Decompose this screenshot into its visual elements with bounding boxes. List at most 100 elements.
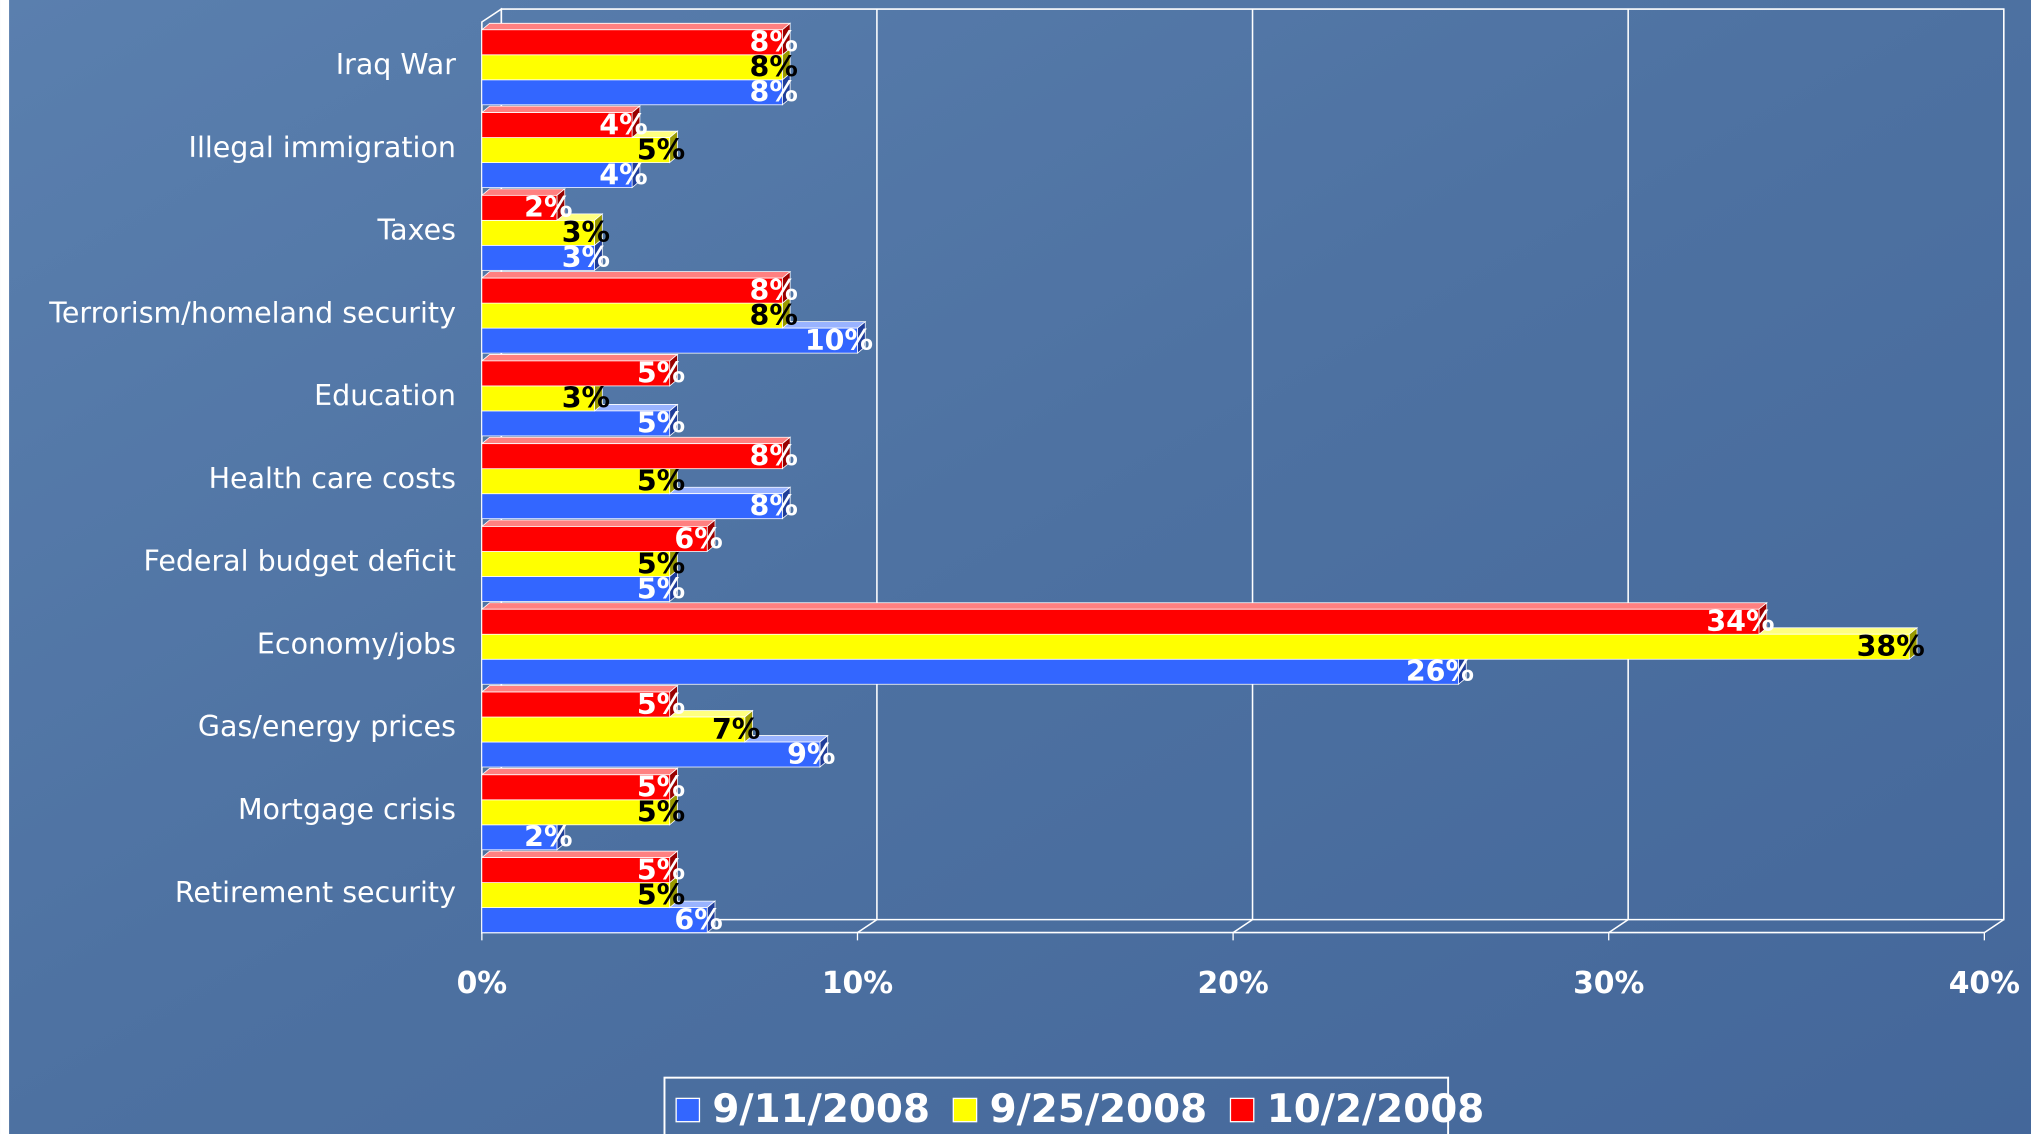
bar-front: [481, 79, 783, 106]
data-label: 8%: [750, 76, 798, 109]
bar: [480, 378, 604, 412]
legend-label: 9/25/2008: [990, 1087, 1208, 1132]
bar: [480, 767, 679, 801]
bar: [480, 353, 679, 387]
bar-front: [481, 526, 708, 552]
y-tick-label: Illegal immigration: [189, 131, 456, 164]
bar: [480, 436, 792, 470]
bar-front: [481, 162, 633, 188]
data-label: 6%: [674, 522, 722, 555]
bar-front: [481, 882, 671, 908]
legend-box: [663, 1076, 1450, 1134]
bar: [480, 519, 717, 553]
x-tick-label: 20%: [1197, 966, 1268, 1001]
bar-front: [481, 608, 1760, 635]
bar-front: [481, 302, 783, 329]
y-tick-label: Economy/jobs: [257, 627, 456, 660]
data-label: 5%: [637, 688, 685, 721]
data-label: 38%: [1857, 630, 1925, 663]
bar-front: [481, 29, 783, 56]
data-label: 3%: [562, 241, 610, 274]
data-label: 5%: [637, 878, 685, 911]
bar-front: [481, 551, 671, 577]
y-tick-label: Education: [314, 379, 456, 412]
bar-front: [481, 360, 671, 387]
data-label: 5%: [637, 547, 685, 580]
bar-top: [480, 436, 792, 445]
bar-front: [481, 633, 1910, 660]
bar-top: [480, 271, 792, 279]
data-label: 8%: [750, 299, 798, 332]
bar-front: [481, 468, 671, 495]
data-label: 4%: [599, 108, 647, 141]
data-label: 8%: [750, 51, 798, 84]
bar-front: [481, 691, 671, 718]
bar-front: [481, 824, 558, 851]
x-tick-label: 0%: [457, 966, 508, 1001]
bar-front: [481, 576, 671, 602]
legend: 9/11/2008 9/25/2008 10/2/2008: [663, 1076, 1485, 1134]
y-tick-label: Retirement security: [175, 876, 456, 909]
data-label: 5%: [637, 464, 685, 497]
bar-front: [481, 112, 633, 138]
bar: [480, 850, 679, 884]
bar-front: [481, 385, 595, 412]
y-tick-label: Federal budget deficit: [144, 545, 456, 578]
data-label: 7%: [712, 713, 760, 746]
bar-front: [481, 194, 558, 221]
bar-front: [481, 774, 671, 801]
x-tick-label: 30%: [1573, 966, 1644, 1001]
bar-front: [481, 799, 671, 826]
legend-swatch: [952, 1097, 978, 1123]
bar-front: [481, 857, 671, 883]
data-label: 5%: [637, 853, 685, 886]
data-label: 6%: [674, 903, 722, 936]
floor-grid-line: [857, 918, 878, 934]
bar: [480, 105, 641, 139]
bar: [480, 188, 566, 222]
legend-label: 10/2/2008: [1267, 1087, 1485, 1132]
bar-top: [480, 22, 792, 31]
floor-grid-line: [1983, 918, 2005, 934]
bar-front: [481, 493, 783, 520]
bar-front: [481, 658, 1459, 685]
data-label: 34%: [1706, 605, 1774, 638]
left-edge: [0, 0, 10, 1134]
y-tick-label: Taxes: [376, 214, 455, 247]
bar-front: [481, 244, 595, 271]
bar-front: [481, 741, 821, 768]
y-tick-label: Mortgage crisis: [238, 793, 456, 826]
bar: [480, 22, 792, 56]
data-label: 8%: [750, 439, 798, 472]
bar-front: [481, 716, 746, 743]
data-label: 8%: [750, 26, 798, 59]
data-label: 26%: [1406, 655, 1474, 688]
data-label: 2%: [524, 821, 572, 854]
data-label: 3%: [562, 382, 610, 415]
bar-front: [481, 443, 783, 470]
data-label: 5%: [637, 771, 685, 804]
data-label: 5%: [637, 357, 685, 390]
data-label: 10%: [805, 324, 873, 357]
data-label: 2%: [524, 191, 572, 224]
legend-swatch: [675, 1097, 701, 1123]
bar-front: [481, 54, 783, 81]
data-label: 8%: [750, 489, 798, 522]
data-label: 4%: [599, 158, 647, 191]
y-tick-label: Terrorism/homeland security: [48, 296, 456, 329]
y-tick-label: Health care costs: [209, 462, 456, 495]
data-label: 8%: [750, 274, 798, 307]
bar: [480, 601, 1768, 636]
floor-grid-line: [1608, 918, 1629, 934]
bar: [480, 684, 679, 718]
bar-front: [481, 219, 595, 246]
bar-front: [481, 277, 783, 304]
y-tick-label: Gas/energy prices: [198, 710, 456, 743]
bar: [480, 270, 792, 304]
bar-front: [481, 327, 858, 354]
y-tick-label: Iraq War: [336, 48, 456, 81]
x-tick-label: 10%: [822, 966, 893, 1001]
legend-swatch: [1229, 1097, 1255, 1123]
